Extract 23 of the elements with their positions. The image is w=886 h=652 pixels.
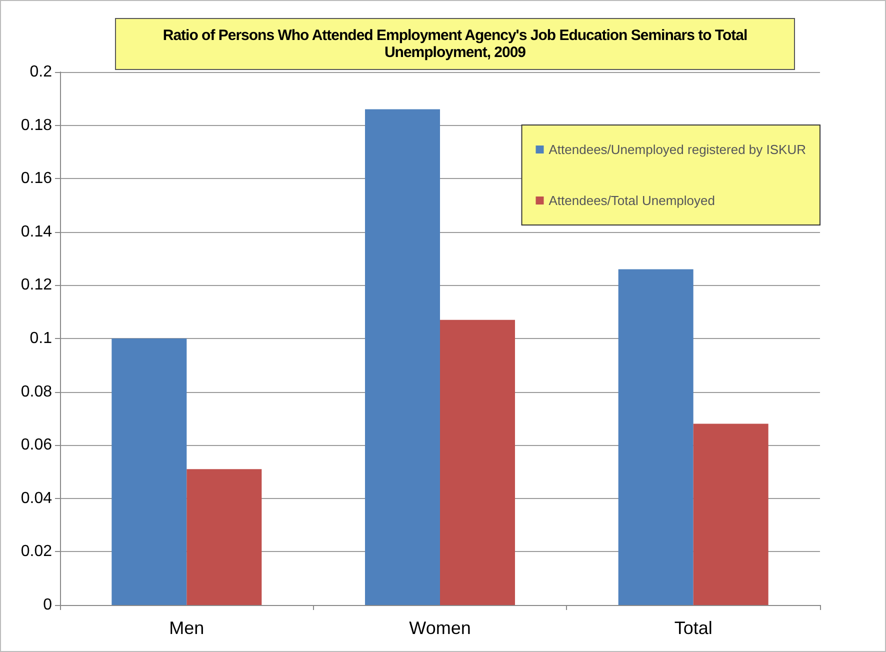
y-tick-label: 0.1 [30,330,52,347]
bar [440,320,515,605]
y-tick-label: 0.02 [20,543,52,560]
chart-title: Ratio of Persons Who Attended Employment Agency's Job Education Seminars to Total Unemployment, 2009 [115,18,795,70]
y-tick-label: 0.14 [20,223,52,240]
legend-label: Attendees/Unemployed registered by ISKUR [548,142,806,157]
bar [618,269,694,605]
x-tick-label: Total [674,618,712,638]
x-tick-label: Men [169,618,204,638]
y-tick-label: 0.18 [20,116,52,134]
x-tick-label: Women [409,618,471,638]
y-tick-label: 0.06 [20,436,52,454]
legend-label: Attendees/Total Unemployed [548,193,715,208]
y-tick-label: 0.2 [30,64,52,80]
y-tick-label: 0 [43,596,52,614]
y-tick-label: 0.12 [20,276,52,294]
y-tick-label: 0.16 [20,170,52,188]
y-tick-label: 0.04 [20,490,52,507]
bar [186,469,262,605]
bar [365,109,440,605]
y-tick-label: 0.08 [20,383,52,400]
bar [693,424,768,605]
bar [112,338,187,605]
